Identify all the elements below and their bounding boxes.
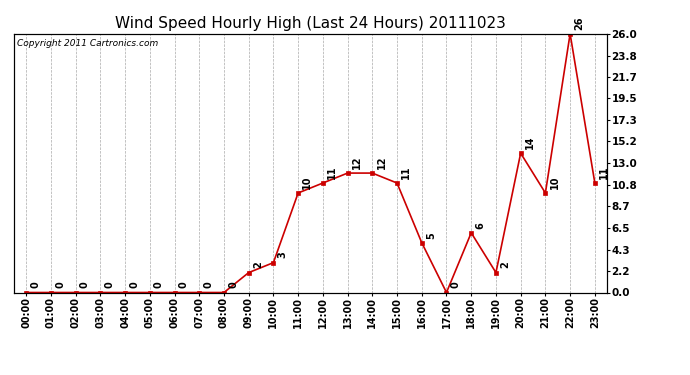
Text: 26: 26 bbox=[574, 16, 584, 30]
Text: 0: 0 bbox=[204, 282, 213, 288]
Text: 0: 0 bbox=[104, 282, 115, 288]
Text: 10: 10 bbox=[302, 176, 313, 189]
Text: 6: 6 bbox=[475, 222, 485, 229]
Text: 11: 11 bbox=[599, 165, 609, 179]
Text: 14: 14 bbox=[525, 135, 535, 149]
Text: 0: 0 bbox=[154, 282, 164, 288]
Text: Copyright 2011 Cartronics.com: Copyright 2011 Cartronics.com bbox=[17, 39, 158, 48]
Text: 2: 2 bbox=[253, 262, 263, 268]
Text: 0: 0 bbox=[129, 282, 139, 288]
Text: 2: 2 bbox=[500, 262, 510, 268]
Text: 0: 0 bbox=[179, 282, 188, 288]
Title: Wind Speed Hourly High (Last 24 Hours) 20111023: Wind Speed Hourly High (Last 24 Hours) 2… bbox=[115, 16, 506, 31]
Text: 12: 12 bbox=[352, 155, 362, 169]
Text: 3: 3 bbox=[277, 252, 288, 258]
Text: 0: 0 bbox=[55, 282, 65, 288]
Text: 0: 0 bbox=[451, 282, 461, 288]
Text: 11: 11 bbox=[327, 165, 337, 179]
Text: 0: 0 bbox=[228, 282, 238, 288]
Text: 0: 0 bbox=[30, 282, 40, 288]
Text: 0: 0 bbox=[80, 282, 90, 288]
Text: 11: 11 bbox=[401, 165, 411, 179]
Text: 5: 5 bbox=[426, 232, 436, 238]
Text: 12: 12 bbox=[377, 155, 386, 169]
Text: 10: 10 bbox=[549, 176, 560, 189]
